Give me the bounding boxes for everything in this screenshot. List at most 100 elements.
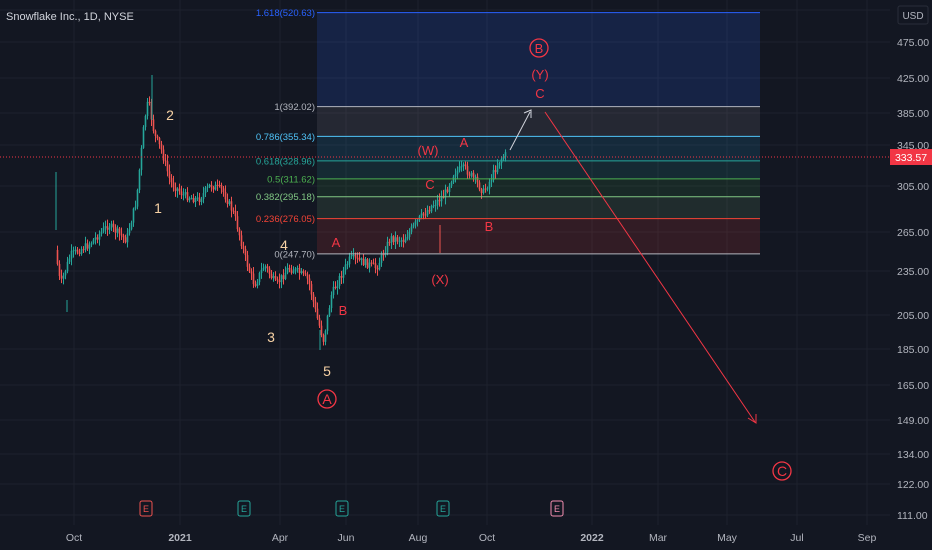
candle-body — [102, 227, 105, 232]
wave-label[interactable]: B — [485, 219, 494, 234]
fib-level-label: 1.618(520.63) — [256, 8, 315, 19]
candle-body — [168, 171, 171, 179]
projection-up-line[interactable] — [509, 111, 531, 151]
earnings-marker-label: E — [241, 504, 247, 514]
candle-body — [374, 263, 377, 269]
projection-down-line[interactable] — [544, 111, 756, 423]
candle-body — [462, 164, 465, 167]
candle-body — [140, 147, 143, 170]
earnings-marker[interactable] — [436, 500, 450, 517]
wave-label[interactable]: C — [777, 463, 787, 479]
candle-body — [108, 227, 111, 230]
wave-drawings[interactable] — [439, 109, 757, 424]
candle-body — [98, 233, 101, 240]
candle-body — [470, 172, 473, 176]
candle-body — [430, 206, 433, 212]
time-tick: Mar — [649, 532, 668, 544]
candle-body — [496, 165, 499, 173]
wave-label[interactable]: 5 — [323, 363, 331, 379]
candle-body — [474, 176, 477, 178]
candle-body — [352, 254, 355, 256]
wave-label-circle — [772, 461, 792, 481]
candle-body — [222, 188, 225, 193]
candle-body — [146, 101, 149, 116]
currency-box[interactable] — [897, 5, 929, 25]
fib-levels[interactable]: 1.618(520.63) 1(392.02) 0.786(355.34) 0.618… — [256, 8, 760, 260]
candle-body — [340, 275, 343, 278]
wave-label[interactable]: B — [535, 41, 544, 56]
candle-body — [344, 264, 347, 271]
wave-labels[interactable]: 1 2 3 4 5 A A B (W) C A B (X) B (Y) C C — [154, 38, 792, 481]
candle-body — [464, 164, 467, 167]
candle-body — [292, 271, 295, 273]
fib-level-label: 0.786(355.34) — [256, 132, 315, 143]
last-price-badge — [890, 149, 932, 165]
candle-body — [350, 255, 353, 257]
price-tick: 165.00 — [897, 380, 929, 392]
candle-body — [160, 144, 163, 150]
candle-body — [132, 208, 135, 223]
symbol-title: Snowflake Inc., 1D, NYSE — [6, 11, 134, 23]
candle-body — [304, 273, 307, 275]
wave-label[interactable]: A — [460, 135, 469, 150]
candle-body — [302, 271, 305, 274]
candle-body — [414, 221, 417, 225]
wave-label[interactable]: 2 — [166, 107, 174, 123]
wave-label[interactable]: (X) — [431, 272, 448, 287]
candle-body — [172, 182, 175, 188]
candle-body — [442, 196, 445, 198]
fib-zone — [317, 218, 760, 254]
time-tick: May — [717, 532, 738, 544]
candle-body — [256, 282, 259, 286]
wave-label[interactable]: (W) — [418, 143, 439, 158]
candle-body — [186, 192, 189, 201]
candle-body — [218, 184, 221, 186]
candle-body — [286, 267, 289, 273]
fib-level-label: 0(247.70) — [274, 249, 315, 260]
price-axis[interactable] — [890, 0, 932, 525]
candle-body — [80, 249, 83, 254]
candle-body — [494, 170, 497, 173]
candle-body — [112, 223, 115, 227]
candle-body — [390, 236, 393, 243]
earnings-marker[interactable] — [139, 500, 153, 517]
wave-label[interactable]: 4 — [280, 237, 288, 253]
candle-body — [504, 152, 507, 157]
candle-body — [60, 275, 63, 279]
candle-body — [308, 278, 311, 285]
candle-body — [386, 241, 389, 253]
candle-body — [388, 241, 391, 243]
time-axis[interactable] — [0, 525, 932, 550]
candle-body — [134, 206, 137, 209]
candle-body — [400, 240, 403, 242]
price-tick: 185.00 — [897, 344, 929, 356]
wave-label[interactable]: A — [332, 235, 341, 250]
earnings-marker[interactable] — [335, 500, 349, 517]
candle-body — [412, 224, 415, 227]
candle-body — [296, 268, 299, 270]
earnings-marker[interactable] — [550, 500, 564, 517]
candle-body — [468, 174, 471, 176]
candle-body — [482, 188, 485, 193]
wave-label[interactable]: A — [322, 391, 332, 407]
fib-level-label: 0.382(295.18) — [256, 192, 315, 203]
wave-label[interactable]: C — [425, 177, 434, 192]
candle-body — [440, 196, 443, 202]
wave-label[interactable]: B — [339, 303, 348, 318]
wave-label[interactable]: (Y) — [531, 67, 548, 82]
candle-body — [114, 226, 117, 233]
wave-label[interactable]: 1 — [154, 200, 162, 216]
candle-body — [246, 255, 249, 267]
wave-label[interactable]: C — [535, 86, 544, 101]
candle-body — [194, 198, 197, 203]
candle-body — [362, 258, 365, 265]
wave-label[interactable]: 3 — [267, 329, 275, 345]
candle-body — [288, 267, 291, 270]
candle-body — [78, 252, 81, 254]
candle-body — [90, 243, 93, 245]
candle-body — [324, 330, 327, 342]
earnings-marker[interactable] — [237, 500, 251, 517]
candle-body — [70, 250, 73, 259]
